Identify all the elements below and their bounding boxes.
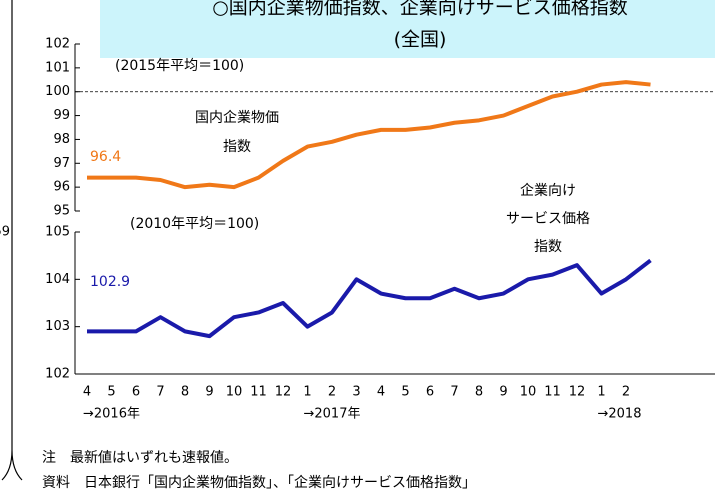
series-line (87, 80, 651, 190)
y2-tick-label: 105 (45, 225, 70, 240)
x-tick-label: 2 (622, 385, 630, 400)
x-tick-label: 1 (303, 385, 311, 400)
y-tick-label: 95 (53, 204, 70, 219)
y2-tick-label: 102 (45, 367, 70, 382)
annotation: (2015年平均＝100) (115, 58, 244, 74)
y-tick-label: 97 (53, 156, 70, 171)
annotation: 企業向け (520, 182, 576, 199)
year-label: →2018 (598, 407, 642, 422)
x-tick-label: 1 (597, 385, 605, 400)
x-tick-label: 7 (156, 385, 164, 400)
x-tick-label: 7 (450, 385, 458, 400)
x-tick-label: 6 (426, 385, 434, 400)
note: 資料 日本銀行「国内企業物価指数」、「企業向けサービス価格指数」 (42, 474, 476, 491)
y2-tick-label: 104 (45, 272, 70, 287)
x-tick-label: 8 (181, 385, 189, 400)
x-tick-label: 11 (250, 385, 267, 400)
annotation: 96.4 (90, 149, 121, 165)
title-box (100, 0, 715, 58)
x-tick-label: 10 (520, 385, 537, 400)
annotation: 国内企業物価 (195, 109, 279, 126)
x-tick-label: 5 (401, 385, 409, 400)
series-line (87, 258, 652, 339)
annotation: 指数 (534, 239, 562, 255)
x-tick-label: 4 (377, 385, 385, 400)
bracket (1, 0, 23, 481)
x-tick-label: 4 (83, 385, 91, 400)
x-tick-label: 10 (226, 385, 243, 400)
y2-tick-label: 103 (45, 319, 70, 334)
annotation: サービス価格 (506, 211, 590, 227)
x-tick-label: 12 (569, 385, 586, 400)
annotation: 指数 (223, 139, 251, 155)
chart-title: ○国内企業物価指数、企業向けサービス価格指数 (212, 0, 628, 19)
year-label: →2016年 (83, 407, 140, 422)
x-tick-label: 8 (475, 385, 483, 400)
annotation: (2010年平均＝100) (130, 216, 259, 232)
note: 注 最新値はいずれも速報値。 (42, 450, 238, 466)
x-tick-label: 12 (275, 385, 292, 400)
x-tick-label: 3 (352, 385, 360, 400)
y-tick-label: 96 (53, 180, 70, 195)
x-tick-label: 11 (544, 385, 561, 400)
chart-title: (全国) (394, 29, 447, 51)
y-tick-label: 99 (53, 108, 70, 123)
y-tick-label: 98 (53, 132, 70, 147)
x-tick-label: 2 (328, 385, 336, 400)
year-label: →2017年 (304, 407, 361, 422)
y-tick-label: 100 (45, 84, 70, 99)
annotation: 59 (0, 225, 10, 240)
y-tick-label: 102 (45, 37, 70, 52)
annotation: 102.9 (90, 274, 130, 290)
x-tick-label: 6 (132, 385, 140, 400)
y-tick-label: 101 (45, 60, 70, 75)
x-tick-label: 5 (107, 385, 115, 400)
x-tick-label: 9 (205, 385, 213, 400)
x-tick-label: 9 (499, 385, 507, 400)
